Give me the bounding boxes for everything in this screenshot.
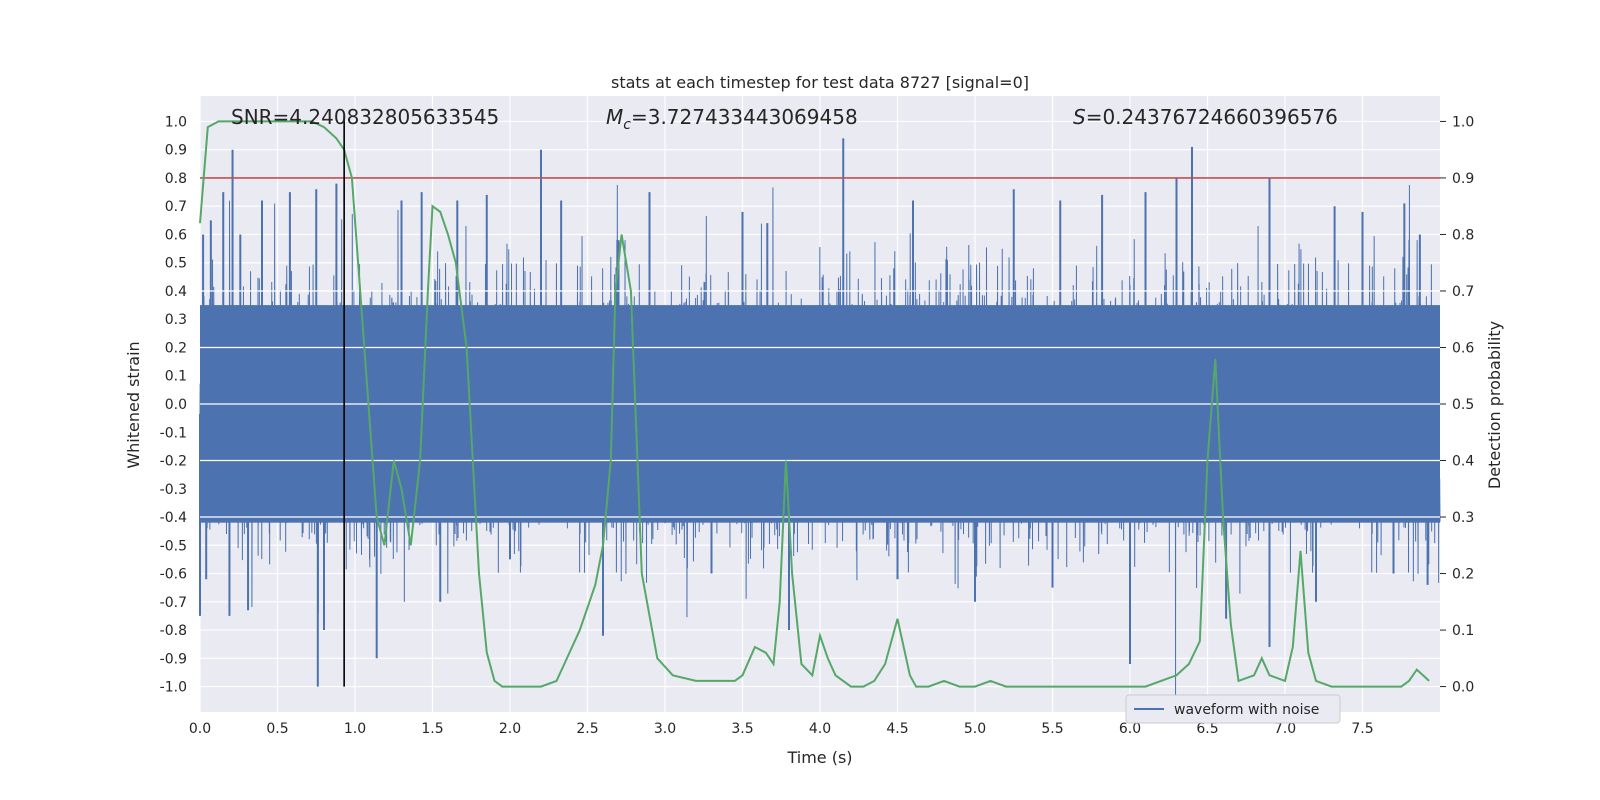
x-tick-label: 7.0 (1274, 721, 1296, 737)
y2-tick-label: 0.1 (1452, 623, 1474, 639)
waveform-series (199, 138, 1441, 698)
y2-tick-labels: 1.0 0.9 0.8 0.7 0.6 0.5 0.4 0.3 0.2 0.1 0.0 (1440, 114, 1474, 696)
y2-tick-label: 0.8 (1452, 227, 1474, 243)
y-tick-label: 0.2 (165, 340, 187, 356)
y2-tick-label: 0.4 (1452, 454, 1474, 470)
y-axis-label: Whitened strain (124, 341, 143, 468)
x-tick-label: 6.0 (1119, 721, 1141, 737)
y-tick-label: 0.6 (165, 227, 187, 243)
x-tick-label: 4.0 (809, 721, 831, 737)
x-tick-label: 3.0 (654, 721, 676, 737)
y-tick-label: -0.3 (160, 482, 187, 498)
legend-label: waveform with noise (1174, 702, 1319, 718)
s-annotation: S=0.24376724660396576 (1073, 105, 1338, 129)
x-tick-label: 1.5 (421, 721, 443, 737)
chirp-mass-value: =3.727433443069458 (631, 105, 858, 129)
x-tick-labels: 0.0 0.5 1.0 1.5 2.0 2.5 3.0 3.5 4.0 4.5 5.0 5.5 6.0 6… (189, 721, 1374, 737)
x-tick-label: 5.0 (964, 721, 986, 737)
y-tick-label: -0.7 (160, 595, 187, 611)
y-tick-label: 0.5 (165, 256, 187, 272)
y-tick-labels: 1.0 0.9 0.8 0.7 0.6 0.5 0.4 0.3 0.2 0.1 0.0 -0.1 -0.… (160, 114, 187, 695)
y-tick-label: 0.9 (165, 143, 187, 159)
y2-tick-label: 0.2 (1452, 567, 1474, 583)
y-tick-label: -0.2 (160, 454, 187, 470)
y-tick-label: -0.4 (160, 510, 187, 526)
chart-title: stats at each timestep for test data 872… (611, 73, 1029, 92)
x-axis-label: Time (s) (786, 748, 852, 767)
y-tick-label: -0.1 (160, 425, 187, 441)
y-tick-label: 0.4 (165, 284, 187, 300)
y2-tick-label: 0.5 (1452, 397, 1474, 413)
x-tick-label: 2.0 (499, 721, 521, 737)
chirp-mass-symbol: M (606, 105, 623, 129)
y2-tick-label: 1.0 (1452, 114, 1474, 130)
y-tick-label: 0.7 (165, 199, 187, 215)
chirp-mass-subscript: c (623, 117, 631, 133)
chirp-mass-annotation: Mc=3.727433443069458 (606, 105, 858, 133)
y2-tick-label: 0.0 (1452, 680, 1474, 696)
y-tick-label: -0.9 (160, 651, 187, 667)
x-tick-label: 4.5 (886, 721, 908, 737)
y2-tick-label: 0.9 (1452, 171, 1474, 187)
waveform-dense-band (200, 305, 1440, 523)
x-tick-label: 0.0 (189, 721, 211, 737)
legend-box (1125, 694, 1341, 724)
probability-series (199, 120, 1430, 688)
x-tick-label: 3.5 (731, 721, 753, 737)
y2-tick-label: 0.6 (1452, 340, 1474, 356)
x-tick-label: 1.0 (344, 721, 366, 737)
y-tick-label: -0.6 (160, 567, 187, 583)
legend: waveform with noise (1125, 694, 1341, 724)
snr-annotation: SNR=4.240832805633545 (231, 105, 499, 129)
s-symbol: S (1073, 105, 1086, 129)
x-tick-label: 5.5 (1041, 721, 1063, 737)
y-tick-label: 0.8 (165, 171, 187, 187)
y-tick-label: -0.8 (160, 623, 187, 639)
y2-tick-label: 0.3 (1452, 510, 1474, 526)
y2-tick-label: 0.7 (1452, 284, 1474, 300)
y-tick-label: -1.0 (160, 680, 187, 696)
y-tick-label: 1.0 (165, 114, 187, 130)
x-tick-label: 6.5 (1196, 721, 1218, 737)
y-tick-label: 0.3 (165, 312, 187, 328)
probability-line (199, 120, 1430, 688)
y-tick-label: -0.5 (160, 538, 187, 554)
x-tick-label: 0.5 (266, 721, 288, 737)
x-tick-label: 2.5 (576, 721, 598, 737)
x-tick-label: 7.5 (1351, 721, 1373, 737)
y-tick-label: 0.1 (165, 369, 187, 385)
y2-axis-label: Detection probability (1485, 321, 1504, 489)
y-tick-label: 0.0 (165, 397, 187, 413)
s-value: =0.24376724660396576 (1086, 105, 1338, 129)
